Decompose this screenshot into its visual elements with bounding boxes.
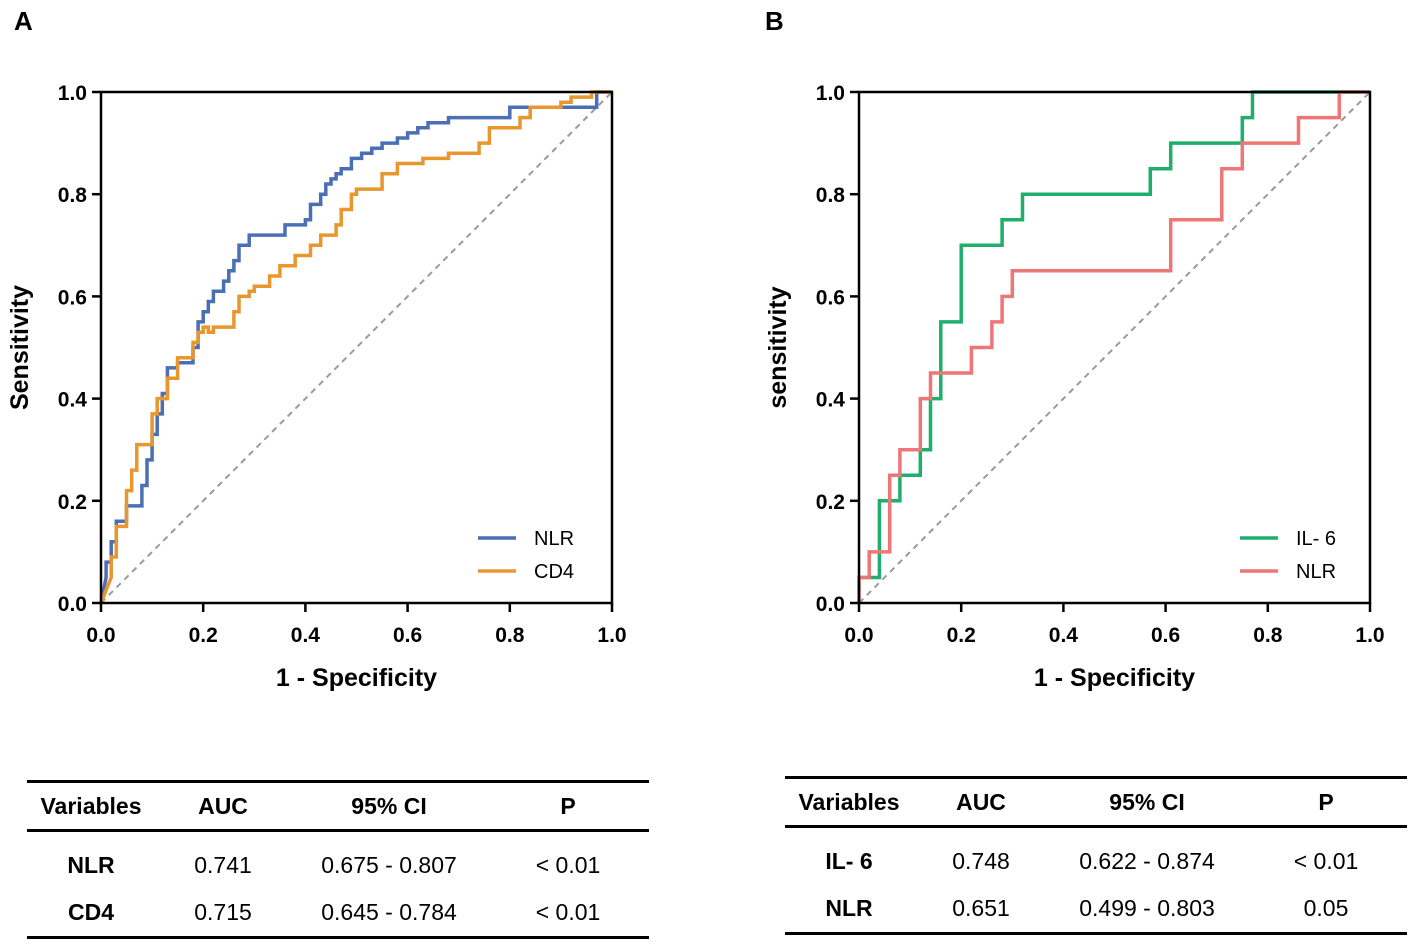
- cell-ci: 0.645 - 0.784: [291, 889, 487, 939]
- plot-frame: [857, 90, 1372, 605]
- y-axis-title: sensitivity: [764, 286, 792, 408]
- cell-auc: 0.715: [155, 889, 291, 939]
- y-tick-label: 1.0: [58, 82, 87, 105]
- table-header-row: Variables AUC 95% CI P: [27, 781, 649, 832]
- cell-auc: 0.748: [952, 848, 1010, 874]
- x-tick-label: 0.0: [844, 624, 873, 647]
- roc-curve-il6: [859, 90, 1370, 580]
- y-tick-label: 0.4: [816, 389, 846, 412]
- cell-variable: NLR: [67, 852, 115, 878]
- col-header-p: P: [487, 781, 649, 832]
- col-header-variables: Variables: [27, 781, 155, 832]
- col-header-ci: 95% CI: [291, 781, 487, 832]
- y-tick-label: 0.6: [816, 286, 845, 309]
- legend-label: CD4: [534, 561, 574, 583]
- col-header-p: P: [1245, 777, 1407, 828]
- table-row: CD4 0.715 0.645 - 0.784 < 0.01: [27, 889, 649, 939]
- x-tick-label: 0.8: [1253, 624, 1283, 647]
- legend-label: IL- 6: [1296, 528, 1336, 550]
- reference-diagonal: [100, 91, 613, 604]
- y-tick-label: 0.8: [816, 184, 846, 207]
- y-tick-label: 0.4: [58, 389, 88, 412]
- x-tick-label: 0.0: [86, 624, 115, 647]
- table-row: NLR 0.651 0.499 - 0.803 0.05: [785, 885, 1407, 935]
- cell-p: < 0.01: [1293, 848, 1359, 874]
- auc-table-a: Variables AUC 95% CI P NLR 0.741 0.675 -…: [27, 780, 649, 939]
- y-tick-label: 0.2: [58, 491, 87, 514]
- col-header-variables: Variables: [785, 777, 913, 828]
- cell-ci: 0.499 - 0.803: [1049, 885, 1245, 935]
- roc-plot-b: 0.0 0.2 0.4 0.6 0.8 1.0 0.0 0.2 0.4 0.6 0.8 1.0 1 - …: [764, 82, 1385, 692]
- y-tick-label: 0.0: [816, 593, 845, 616]
- x-tick-label: 0.2: [189, 624, 218, 647]
- y-axis-title: Sensitivity: [6, 285, 34, 410]
- cell-variable: NLR: [785, 885, 913, 935]
- cell-ci: 0.622 - 0.874: [1079, 848, 1215, 874]
- table-row: NLR 0.741 0.675 - 0.807 < 0.01: [27, 831, 649, 890]
- x-tick-label: 0.6: [1151, 624, 1180, 647]
- x-tick-label: 0.4: [291, 624, 321, 647]
- roc-curve-nlr: [99, 90, 612, 604]
- cell-p: < 0.01: [487, 889, 649, 939]
- legend-label: NLR: [1296, 561, 1336, 583]
- cell-p: 0.05: [1245, 885, 1407, 935]
- x-axis-title: 1 - Specificity: [276, 664, 437, 692]
- panel-letter-a: A: [14, 6, 33, 36]
- y-tick-label: 0.6: [58, 286, 87, 309]
- x-tick-label: 0.4: [1049, 624, 1079, 647]
- x-tick-label: 1.0: [597, 624, 626, 647]
- plot-frame: [99, 90, 614, 605]
- col-header-ci: 95% CI: [1049, 777, 1245, 828]
- x-tick-label: 1.0: [1355, 624, 1384, 647]
- cell-auc: 0.651: [913, 885, 1049, 935]
- cell-variable: CD4: [27, 889, 155, 939]
- cell-variable: IL- 6: [825, 848, 873, 874]
- cell-ci: 0.675 - 0.807: [321, 852, 457, 878]
- panel-letter-b: B: [765, 6, 784, 36]
- cell-p: < 0.01: [535, 852, 601, 878]
- col-header-auc: AUC: [913, 777, 1049, 828]
- x-tick-label: 0.2: [947, 624, 976, 647]
- table-row: IL- 6 0.748 0.622 - 0.874 < 0.01: [785, 827, 1407, 886]
- roc-plot-a: 0.0 0.2 0.4 0.6 0.8 1.0 0.0 0.2 0.4 0.6 0.8 1.0 1 - …: [6, 82, 627, 692]
- y-tick-label: 0.0: [58, 593, 87, 616]
- y-tick-label: 1.0: [816, 82, 845, 105]
- y-tick-label: 0.2: [816, 491, 845, 514]
- cell-auc: 0.741: [194, 852, 252, 878]
- reference-diagonal: [858, 91, 1371, 604]
- col-header-auc: AUC: [155, 781, 291, 832]
- table-header-row: Variables AUC 95% CI P: [785, 777, 1407, 828]
- x-axis-title: 1 - Specificity: [1034, 664, 1195, 692]
- x-tick-label: 0.6: [393, 624, 422, 647]
- x-tick-label: 0.8: [495, 624, 525, 647]
- legend-label: NLR: [534, 528, 574, 550]
- y-tick-label: 0.8: [58, 184, 88, 207]
- roc-curve-cd4: [99, 90, 612, 604]
- auc-table-b: Variables AUC 95% CI P IL- 6 0.748 0.622…: [785, 776, 1407, 935]
- roc-curve-nlr: [857, 90, 1370, 603]
